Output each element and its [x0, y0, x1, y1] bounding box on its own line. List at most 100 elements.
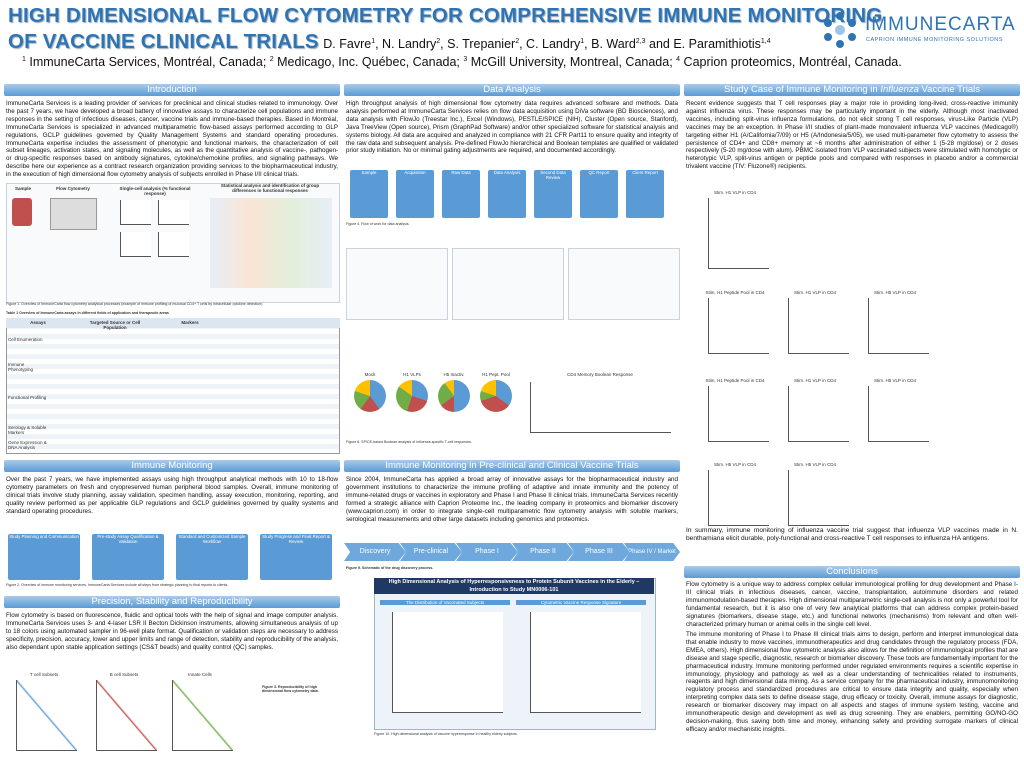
paragraph: In summary, immune monitoring of influen… — [686, 527, 1018, 542]
paragraph: Flow cytometry is a unique way to addres… — [686, 581, 1018, 628]
paragraph: Over the past 7 years, we have implement… — [6, 476, 338, 515]
author: D. Favre — [323, 37, 372, 51]
author: , S. Trepanier — [440, 37, 516, 51]
table-header-cell: Markers — [181, 320, 199, 325]
plot-frame — [708, 470, 769, 526]
plot-frame — [708, 386, 769, 442]
aff-text: McGill University, Montreal, Canada; — [467, 55, 677, 69]
title-line-2-row: OF VACCINE CLINICAL TRIALS D. Favre1, N.… — [8, 30, 771, 54]
paragraph: Since 2004, ImmuneCarta has applied a br… — [346, 476, 678, 523]
table-group: Immune Phenotyping — [8, 362, 34, 372]
aff-num: 4 — [676, 55, 681, 63]
table-1 — [6, 318, 340, 454]
figure-caption: Figure 9. Schematic of the drug discover… — [346, 566, 434, 570]
figure-label: Statistical analysis and identification … — [220, 183, 320, 193]
aff-num: 2 — [269, 55, 274, 63]
figure-5 — [346, 248, 448, 320]
dot-plot — [158, 200, 189, 225]
panel-title: H1 VLPs — [403, 372, 421, 377]
pipeline-stage: Discovery — [344, 543, 406, 561]
reproducibility-plot — [16, 680, 77, 751]
table-header-cell: Targeted Source or Cell Population — [89, 320, 141, 330]
flow-step: Data Analysis — [488, 170, 526, 218]
panel-title: CD4 Memory Boolean Response — [567, 372, 633, 377]
panel-title: Innate Cells — [188, 672, 212, 677]
dot-plot — [120, 200, 151, 225]
tube-icon — [12, 198, 32, 226]
table-group: Cell Enumeration — [8, 337, 43, 342]
logo-tagline: CAPRION IMMUNE MONITORING SOLUTIONS — [866, 37, 1003, 43]
panel-title: The Distribution of Vaccinated Subjects — [380, 600, 510, 605]
author: , C. Landry — [519, 37, 581, 51]
paragraph: Recent evidence suggests that T cell res… — [686, 100, 1018, 171]
author: , B. Ward — [584, 37, 636, 51]
table-header-cell: Assays — [30, 320, 46, 325]
section-heading: Precision, Stability and Reproducibility — [4, 596, 340, 608]
plot-frame — [708, 298, 769, 354]
section-heading: Introduction — [4, 84, 340, 96]
paragraph: The immune monitoring of Phase I to Phas… — [686, 631, 1018, 733]
pipeline-stage: Pre-clinical — [400, 543, 462, 561]
paragraph: High throughput analysis of high dimensi… — [346, 100, 678, 155]
flow-step: Acquisition — [396, 170, 434, 218]
heading-part: Study Case of Immune Monitoring in — [724, 84, 881, 95]
panel-title: T cell Subsets — [29, 672, 59, 677]
figure-label: Single-cell analysis (% functional respo… — [119, 186, 191, 196]
workflow-step: Study Progress and Final Report & Review — [260, 534, 332, 580]
table-title: Table 1 Overview of ImmuneCarta assays i… — [6, 311, 169, 315]
section-heading: Study Case of Immune Monitoring in Influ… — [684, 84, 1020, 96]
figure-caption: Figure 10. High dimensional analysis of … — [374, 732, 518, 736]
flow-step: Raw Data — [442, 170, 480, 218]
plot-frame — [788, 298, 849, 354]
table-header — [6, 318, 340, 328]
affiliations: 1 ImmuneCarta Services, Montréal, Canada… — [22, 55, 902, 69]
title-line-1: HIGH DIMENSIONAL FLOW CYTOMETRY FOR COMP… — [8, 4, 883, 27]
author-aff: 2 — [515, 37, 520, 45]
figure-caption: Figure 8. SPICE-based Boolean analysis o… — [346, 440, 472, 444]
pipeline-stage: Phase I — [456, 543, 518, 561]
workflow-step: Pre-study Assay Qualification & Validati… — [92, 534, 164, 580]
figure-caption: Figure 1. Overview of ImmuneCarta flow c… — [6, 302, 263, 306]
boolean-plot — [530, 382, 671, 433]
figure-caption: Figure 2. Overview of immune monitoring … — [6, 583, 229, 587]
reproducibility-plot — [96, 680, 157, 751]
author-aff: 1 — [371, 37, 376, 45]
section-heading: Immune Monitoring — [4, 460, 340, 472]
pipeline-stage: Phase IV / Market — [624, 543, 680, 561]
heatmap-panel — [210, 198, 332, 288]
author-aff: 2,3 — [635, 37, 646, 45]
title-line-2: OF VACCINE CLINICAL TRIALS — [8, 30, 319, 53]
figure-7 — [568, 248, 680, 320]
heading-part: Vaccine Trials — [918, 84, 980, 95]
panel-title: H5 Inactiv. — [443, 372, 465, 377]
plot-title: Stim. H1 Peptide Pool in CD4 — [705, 290, 765, 295]
panel-title: Mock — [364, 372, 376, 377]
pie-icon — [396, 380, 428, 412]
pie-icon — [354, 380, 386, 412]
paragraph: ImmuneCarta Services is a leading provid… — [6, 100, 338, 179]
aff-num: 1 — [22, 55, 26, 63]
plot-title: Stim. H5 VLP in CD4 — [794, 462, 836, 467]
dot-plot — [120, 232, 151, 257]
plot-frame — [788, 470, 849, 526]
heading-part: Influenza — [880, 84, 919, 95]
section-heading: Immune Monitoring in Pre-clinical and Cl… — [344, 460, 680, 472]
figure-label: Sample — [14, 186, 31, 191]
pipeline-stage: Phase III — [568, 543, 630, 561]
pie-icon — [438, 380, 470, 412]
plot-title: Stim. H1 VLP in CD4 — [794, 378, 836, 383]
author-aff: 1 — [580, 37, 585, 45]
plot-title: Stim. H1 VLP in CD4 — [794, 290, 836, 295]
pipeline-stage: Phase II — [512, 543, 574, 561]
table-group: Serology & Soluble Markers — [8, 425, 47, 435]
plot-frame — [868, 298, 929, 354]
plot-title: Stim. H5 VLP in CD4 — [874, 378, 916, 383]
plot-frame — [868, 386, 929, 442]
logo-mark — [824, 12, 856, 48]
flow-step: Second Data Review — [534, 170, 572, 218]
plot-frame — [708, 198, 769, 269]
dot-plot — [158, 232, 189, 257]
plot-frame — [788, 386, 849, 442]
figure-caption: Figure 3. Reproducibility of high dimens… — [262, 685, 319, 694]
